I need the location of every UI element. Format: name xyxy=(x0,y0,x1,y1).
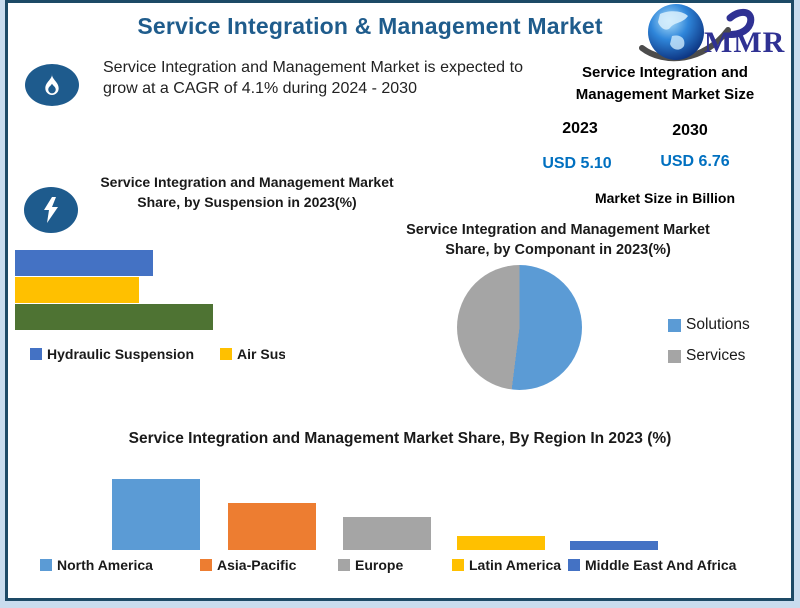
market-size-value-end: USD 6.76 xyxy=(660,153,730,170)
page-title: Service Integration & Management Market xyxy=(137,13,603,39)
suspension-legend-item-0: Hydraulic Suspension xyxy=(30,346,194,362)
region-legend-item-0: North America xyxy=(40,557,153,573)
suspension-legend: Hydraulic Suspension Air Susper xyxy=(30,346,285,362)
region-bar-3 xyxy=(457,536,545,550)
component-chart-title: Service Integration and Management Marke… xyxy=(406,222,710,259)
region-bar-2 xyxy=(343,517,431,550)
region-bar-1 xyxy=(228,503,316,550)
suspension-legend-item-0-swatch xyxy=(30,348,42,360)
market-size-year-end: 2030 xyxy=(672,122,708,139)
suspension-bar-1 xyxy=(15,277,139,303)
suspension-bars xyxy=(15,250,275,331)
component-legend-item-1-label: Services xyxy=(686,347,746,364)
growth-summary: Service Integration and Management Marke… xyxy=(103,59,523,98)
region-bar-4 xyxy=(570,541,658,550)
suspension-legend-item-1-label: Air Susper xyxy=(237,346,285,362)
component-legend-item-0: Solutions xyxy=(668,316,750,334)
region-legend-item-0-label: North America xyxy=(57,557,153,573)
mmr-logo: MMR xyxy=(638,2,793,66)
region-legend-item-1: Asia-Pacific xyxy=(200,557,296,573)
market-size-caption: Market Size in Billion xyxy=(594,190,736,206)
suspension-legend-item-1: Air Susper xyxy=(220,346,285,362)
region-legend-item-2: Europe xyxy=(338,557,403,573)
component-pie xyxy=(457,265,582,390)
region-legend: North America Asia-Pacific Europe Latin Ame… xyxy=(0,557,800,579)
market-size-year-start: 2023 xyxy=(562,120,598,137)
component-legend-item-1-swatch xyxy=(668,349,681,363)
region-legend-item-1-label: Asia-Pacific xyxy=(217,557,297,573)
component-legend-item-0-label: Solutions xyxy=(686,316,750,333)
mmr-logo-text: MMR xyxy=(704,26,786,59)
suspension-bar-2 xyxy=(15,304,213,330)
region-legend-item-2-swatch xyxy=(338,559,350,571)
component-legend: Solutions Services xyxy=(668,316,750,378)
lightning-icon xyxy=(24,187,78,233)
region-legend-item-3: Latin America xyxy=(452,557,561,573)
suspension-bar-0 xyxy=(15,250,153,276)
globe-icon xyxy=(639,4,755,62)
region-legend-item-2-label: Europe xyxy=(355,557,404,573)
region-bars xyxy=(0,465,800,550)
region-bar-0 xyxy=(112,479,200,550)
suspension-legend-item-1-swatch xyxy=(220,348,233,360)
component-legend-item-0-swatch xyxy=(668,318,681,332)
flame-icon xyxy=(25,64,79,106)
region-legend-item-1-swatch xyxy=(200,559,212,571)
region-legend-item-4: Middle East And Africa xyxy=(568,557,736,573)
suspension-chart-title: Service Integration and Management Marke… xyxy=(100,174,394,211)
region-legend-item-4-label: Middle East And Africa xyxy=(585,557,737,573)
suspension-legend-item-0-label: Hydraulic Suspension xyxy=(47,346,195,362)
region-legend-item-0-swatch xyxy=(40,559,52,571)
market-size-value-start: USD 5.10 xyxy=(542,155,612,172)
region-legend-item-3-label: Latin America xyxy=(469,557,562,573)
market-size-title: Service Integration and Management Marke… xyxy=(575,64,755,103)
region-chart-title: Service Integration and Management Marke… xyxy=(128,430,672,447)
region-legend-item-3-swatch xyxy=(452,559,464,571)
component-legend-item-1: Services xyxy=(668,347,750,365)
region-legend-item-4-swatch xyxy=(568,559,580,571)
